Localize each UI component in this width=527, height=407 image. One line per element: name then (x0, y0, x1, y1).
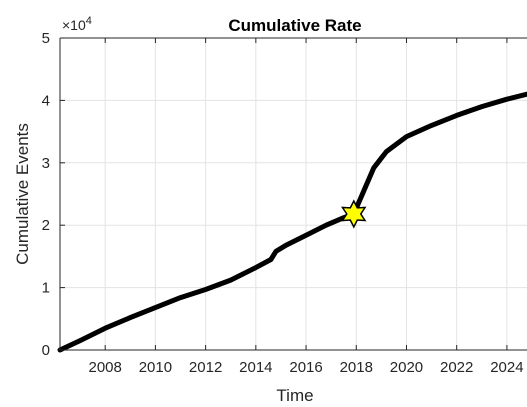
x-tick-labels: 2008 2010 2012 2014 2016 2018 2020 2022 2024 (89, 359, 524, 376)
axes (59, 37, 527, 351)
marker-layer (341, 199, 367, 229)
x-tick-label: 2024 (490, 359, 523, 376)
y-tick-label: 1 (42, 280, 50, 297)
series-line (57, 91, 527, 353)
series-layer (57, 91, 527, 353)
y-tick-label: 3 (42, 155, 50, 172)
y-tick-label: 5 (42, 30, 50, 47)
y-axis-exponent: ×104 (62, 15, 92, 33)
y-axis-label: Cumulative Events (13, 123, 32, 265)
y-tick-label: 0 (42, 342, 50, 359)
x-tick-label: 2020 (390, 359, 423, 376)
x-axis-label: Time (276, 386, 313, 405)
y-tick-label: 4 (42, 92, 50, 109)
plot-area (60, 38, 527, 350)
x-tick-label: 2014 (239, 359, 272, 376)
x-tick-label: 2012 (189, 359, 222, 376)
x-tick-label: 2018 (340, 359, 373, 376)
y-tick-label: 2 (42, 217, 50, 234)
y-tick-labels: 0 1 2 3 4 5 (42, 30, 50, 359)
chart-title: Cumulative Rate (228, 16, 361, 35)
x-tick-label: 2008 (89, 359, 122, 376)
star-marker (341, 199, 367, 229)
x-tick-label: 2016 (289, 359, 322, 376)
x-tick-label: 2010 (139, 359, 172, 376)
x-tick-label: 2022 (440, 359, 473, 376)
